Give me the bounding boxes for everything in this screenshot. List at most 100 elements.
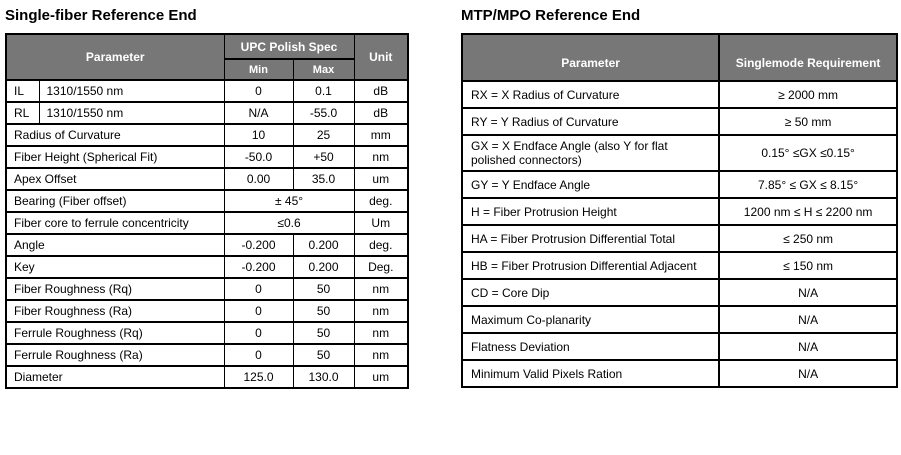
- unit-cell: nm: [353, 145, 409, 169]
- max-value-cell: 25: [292, 123, 355, 147]
- max-value-cell: -55.0: [292, 101, 355, 125]
- table-row: CD = Core Dip N/A: [460, 278, 898, 307]
- table-row: Fiber Roughness (Ra) 0 50 nm: [5, 299, 409, 323]
- min-value-cell: 0: [223, 299, 294, 323]
- unit-cell: deg.: [353, 233, 409, 257]
- param-cell: Maximum Co-planarity: [460, 305, 721, 334]
- max-value-cell: 0.200: [292, 233, 355, 257]
- unit-cell: deg.: [353, 189, 409, 213]
- single-fiber-table-body: IL 1310/1550 nm 0 0.1 dB RL 1310/1550 nm N/A -55…: [5, 79, 409, 389]
- unit-cell: nm: [353, 321, 409, 345]
- mtp-mpo-section: MTP/MPO Reference End Parameter Singlemo…: [460, 6, 898, 388]
- merged-value-cell: ≤0.6: [223, 211, 355, 235]
- unit-cell: mm: [353, 123, 409, 147]
- max-value-cell: 35.0: [292, 167, 355, 191]
- max-value-cell: 130.0: [292, 365, 355, 389]
- table-row: Minimum Valid Pixels Ration N/A: [460, 359, 898, 388]
- table-row: Fiber Height (Spherical Fit) -50.0 +50 nm: [5, 145, 409, 169]
- column-header-unit: Unit: [353, 33, 409, 81]
- param-cell: 1310/1550 nm: [38, 79, 225, 103]
- max-value-cell: 50: [292, 299, 355, 323]
- param-cell: Diameter: [5, 365, 225, 389]
- min-value-cell: N/A: [223, 101, 294, 125]
- table-row: RY = Y Radius of Curvature ≥ 50 mm: [460, 107, 898, 136]
- min-value-cell: 0: [223, 321, 294, 345]
- unit-cell: um: [353, 365, 409, 389]
- min-value-cell: -0.200: [223, 255, 294, 279]
- header-row-2: Min Max: [6, 58, 408, 81]
- header-row: Parameter Singlemode Requirement: [460, 33, 898, 82]
- param-cell: Fiber Roughness (Rq): [5, 277, 225, 301]
- requirement-cell: 7.85° ≤ GX ≤ 8.15°: [718, 170, 898, 199]
- param-cell: HB = Fiber Protrusion Differential Adjac…: [460, 251, 721, 280]
- requirement-cell: N/A: [718, 332, 898, 361]
- single-fiber-table: Parameter UPC Polish Spec Unit Min Max I…: [5, 33, 410, 389]
- param-cell: GX = X Endface Angle (also Y for flat po…: [460, 134, 721, 172]
- single-fiber-table-header: Parameter UPC Polish Spec Unit Min Max: [5, 33, 409, 81]
- param-cell: Bearing (Fiber offset): [5, 189, 225, 213]
- param-cell: RX = X Radius of Curvature: [460, 80, 721, 109]
- table-row: Maximum Co-planarity N/A: [460, 305, 898, 334]
- table-row: RL 1310/1550 nm N/A -55.0 dB: [5, 101, 409, 125]
- unit-cell: Um: [353, 211, 409, 235]
- requirement-cell: N/A: [718, 305, 898, 334]
- column-header-upc-polish-spec: UPC Polish Spec: [223, 33, 355, 60]
- single-fiber-title: Single-fiber Reference End: [5, 7, 197, 24]
- requirement-cell: ≥ 2000 mm: [718, 80, 898, 109]
- mtp-mpo-title: MTP/MPO Reference End: [461, 7, 641, 24]
- column-header-max: Max: [292, 58, 355, 81]
- min-value-cell: -50.0: [223, 145, 294, 169]
- table-row: Fiber core to ferrule concentricity ≤0.6 U…: [5, 211, 409, 235]
- mtp-mpo-table: Parameter Singlemode Requirement RX = X …: [460, 33, 898, 388]
- param-prefix-cell: RL: [5, 101, 40, 125]
- table-row: IL 1310/1550 nm 0 0.1 dB: [5, 79, 409, 103]
- table-row: Key -0.200 0.200 Deg.: [5, 255, 409, 279]
- param-cell: Key: [5, 255, 225, 279]
- table-row: Bearing (Fiber offset) ± 45° deg.: [5, 189, 409, 213]
- table-row: HB = Fiber Protrusion Differential Adjac…: [460, 251, 898, 280]
- param-cell: CD = Core Dip: [460, 278, 721, 307]
- param-cell: Ferrule Roughness (Ra): [5, 343, 225, 367]
- requirement-cell: N/A: [718, 359, 898, 388]
- table-row: Radius of Curvature 10 25 mm: [5, 123, 409, 147]
- max-value-cell: 50: [292, 343, 355, 367]
- requirement-cell: ≤ 250 nm: [718, 224, 898, 253]
- mtp-mpo-table-header: Parameter Singlemode Requirement: [460, 33, 898, 82]
- unit-cell: nm: [353, 277, 409, 301]
- unit-cell: dB: [353, 101, 409, 125]
- column-header-min: Min: [223, 58, 294, 81]
- param-cell: Ferrule Roughness (Rq): [5, 321, 225, 345]
- max-value-cell: 0.200: [292, 255, 355, 279]
- param-cell: Fiber core to ferrule concentricity: [5, 211, 225, 235]
- unit-cell: um: [353, 167, 409, 191]
- table-row: H = Fiber Protrusion Height 1200 nm ≤ H ≤…: [460, 197, 898, 226]
- column-header-parameter: Parameter: [5, 33, 225, 81]
- param-cell: Flatness Deviation: [460, 332, 721, 361]
- table-row: RX = X Radius of Curvature ≥ 2000 mm: [460, 80, 898, 109]
- param-cell: HA = Fiber Protrusion Differential Total: [460, 224, 721, 253]
- requirement-cell: 1200 nm ≤ H ≤ 2200 nm: [718, 197, 898, 226]
- table-row: Ferrule Roughness (Ra) 0 50 nm: [5, 343, 409, 367]
- mtp-mpo-table-body: RX = X Radius of Curvature ≥ 2000 mm RY = …: [460, 80, 898, 388]
- param-prefix-cell: IL: [5, 79, 40, 103]
- max-value-cell: 50: [292, 277, 355, 301]
- requirement-cell: ≤ 150 nm: [718, 251, 898, 280]
- min-value-cell: 0: [223, 277, 294, 301]
- table-row: HA = Fiber Protrusion Differential Total…: [460, 224, 898, 253]
- single-fiber-section: Single-fiber Reference End Parameter UPC…: [5, 6, 410, 389]
- column-header-singlemode-requirement: Singlemode Requirement: [718, 33, 898, 82]
- max-value-cell: 50: [292, 321, 355, 345]
- merged-value-cell: ± 45°: [223, 189, 355, 213]
- param-cell: 1310/1550 nm: [38, 101, 225, 125]
- min-value-cell: 0.00: [223, 167, 294, 191]
- table-row: Fiber Roughness (Rq) 0 50 nm: [5, 277, 409, 301]
- param-cell: Fiber Roughness (Ra): [5, 299, 225, 323]
- param-cell: Fiber Height (Spherical Fit): [5, 145, 225, 169]
- max-value-cell: +50: [292, 145, 355, 169]
- table-row: Ferrule Roughness (Rq) 0 50 nm: [5, 321, 409, 345]
- min-value-cell: -0.200: [223, 233, 294, 257]
- table-row: Angle -0.200 0.200 deg.: [5, 233, 409, 257]
- max-value-cell: 0.1: [292, 79, 355, 103]
- param-cell: GY = Y Endface Angle: [460, 170, 721, 199]
- column-header-parameter: Parameter: [460, 33, 721, 82]
